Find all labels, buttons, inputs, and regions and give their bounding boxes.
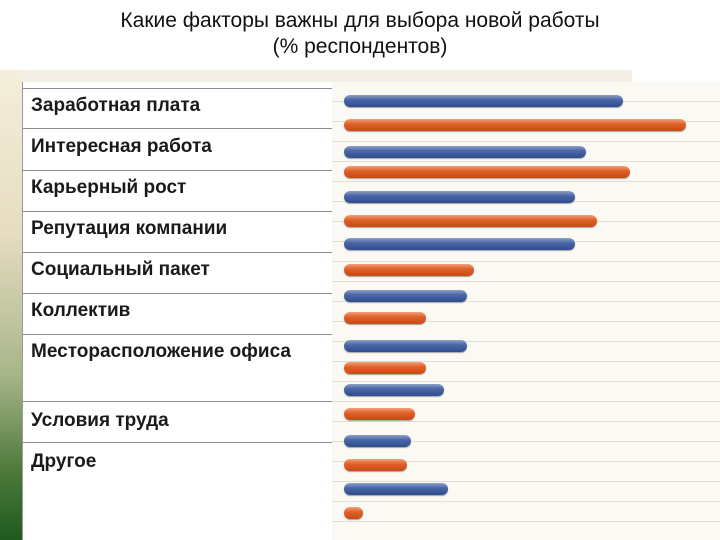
bar-series-0-1	[344, 146, 586, 158]
category-label: Условия труда	[31, 410, 169, 431]
category-label: Месторасположение офиса	[31, 341, 291, 362]
row-divider	[23, 293, 333, 294]
bar-series-0-4	[344, 290, 467, 302]
bar-series-1-0	[344, 119, 687, 131]
decorative-side-strip	[0, 70, 22, 540]
bar-series-0-6	[344, 384, 445, 396]
bar-series-0-0	[344, 95, 623, 107]
category-label: Интересная работа	[31, 136, 212, 157]
row-divider	[23, 442, 333, 443]
bar-series-0-3	[344, 238, 575, 250]
category-label: Коллектив	[31, 300, 131, 321]
row-divider	[23, 128, 333, 129]
bar-series-1-6	[344, 408, 415, 420]
bar-series-1-7	[344, 459, 408, 471]
bar-series-0-8	[344, 483, 449, 495]
bar-series-1-1	[344, 166, 631, 178]
bar-series-0-5	[344, 340, 467, 352]
row-divider	[23, 170, 333, 171]
bar-series-1-2	[344, 215, 597, 227]
category-label: Другое	[31, 451, 97, 472]
row-divider	[23, 401, 333, 402]
bar-series-0-2	[344, 191, 575, 203]
category-label: Заработная плата	[31, 95, 201, 116]
chart-title-line-2: (% респондентов)	[272, 35, 448, 58]
chart-title: Какие факторы важны для выбора новой раб…	[0, 8, 720, 60]
row-divider	[23, 211, 333, 212]
bar-series-1-3	[344, 264, 475, 276]
decorative-top-strip	[22, 70, 632, 82]
chart-title-line-1: Какие факторы важны для выбора новой раб…	[120, 9, 600, 32]
category-label-panel: Заработная плата Интересная работа Карьерн…	[22, 82, 333, 540]
bar-series-1-5	[344, 362, 426, 374]
bar-series-1-4	[344, 312, 426, 324]
bar-series-0-7	[344, 435, 411, 447]
category-label: Карьерный рост	[31, 177, 187, 198]
row-divider	[23, 252, 333, 253]
row-divider	[23, 334, 333, 335]
bar-plot-area	[332, 82, 720, 540]
category-label: Социальный пакет	[31, 259, 210, 280]
category-label: Репутация компании	[31, 218, 228, 239]
bar-series-1-8	[344, 507, 363, 519]
row-divider	[23, 88, 333, 89]
